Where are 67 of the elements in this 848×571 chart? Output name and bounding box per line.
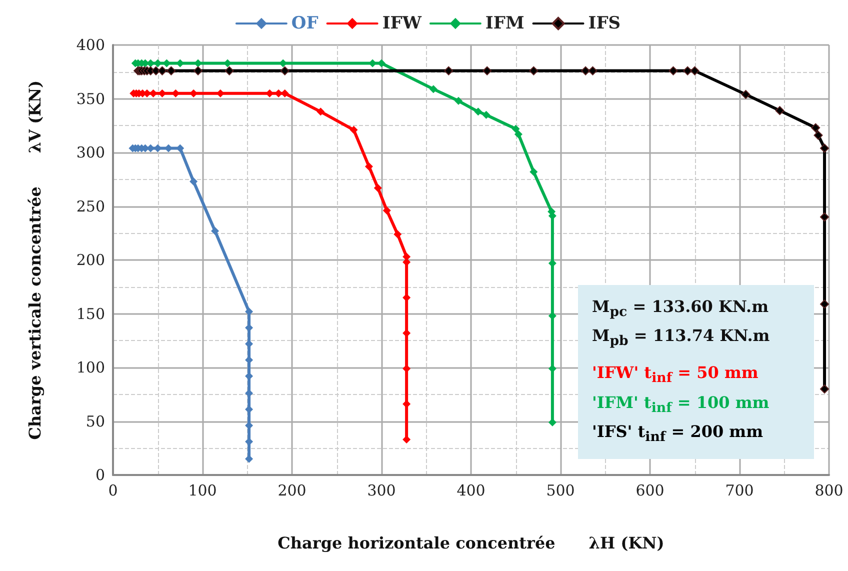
point	[741, 90, 750, 99]
annotation: 'IFW' t$_{inf}$ = 50 mm	[592, 362, 760, 389]
x-tick-label: 0	[108, 482, 118, 500]
legend-label: OF	[291, 14, 318, 34]
y-tick-label: 350	[76, 90, 105, 108]
point	[482, 66, 492, 76]
point	[394, 230, 402, 238]
legend-label: IFW	[382, 14, 422, 34]
x-tick-label: 100	[188, 482, 217, 500]
point	[316, 108, 325, 116]
point	[224, 66, 234, 76]
point	[378, 59, 386, 68]
x-tick-label: 600	[636, 482, 664, 500]
x-tick-label: 700	[725, 482, 754, 500]
point	[820, 144, 830, 153]
y-tick-label: 0	[95, 466, 105, 484]
point	[775, 106, 784, 116]
y-tick-label: 150	[76, 304, 105, 323]
legend-label: IFM	[485, 14, 524, 34]
annotation: M$_{pb}$ = 113.74 KN.m	[592, 325, 771, 352]
x-axis-title: Charge horizontale concentrée λH (KN)	[278, 534, 664, 552]
y-tick-label: 50	[86, 412, 105, 430]
point	[683, 66, 692, 76]
point	[429, 85, 438, 94]
point	[588, 66, 598, 76]
x-tick-label: 800	[814, 482, 844, 500]
legend-label: IFS	[588, 14, 621, 34]
point	[402, 436, 411, 444]
point	[350, 126, 358, 134]
x-tick-label: 200	[278, 482, 306, 500]
point	[512, 124, 520, 133]
point	[382, 206, 391, 215]
y-tick-label: 100	[76, 358, 105, 376]
point	[454, 96, 462, 105]
y-axis-title: Charge verticale concentrée λV (KN)	[26, 80, 44, 440]
annotation: M$_{pc}$ = 133.60 KN.m	[592, 296, 770, 322]
point	[581, 66, 590, 76]
point	[482, 110, 490, 119]
point	[514, 130, 522, 138]
y-tick-label: 200	[76, 251, 105, 269]
x-tick-label: 500	[546, 482, 575, 500]
point	[820, 300, 830, 309]
x-tick-label: 400	[456, 482, 486, 500]
point	[820, 212, 830, 222]
point	[529, 66, 538, 76]
point	[211, 226, 220, 235]
point	[374, 184, 382, 192]
point	[690, 66, 700, 76]
point	[444, 66, 454, 76]
point	[814, 130, 823, 140]
point	[190, 178, 198, 186]
point	[364, 162, 373, 170]
y-tick-label: 300	[76, 144, 105, 162]
point	[811, 123, 820, 132]
point	[668, 66, 678, 76]
y-tick-label: 250	[76, 197, 105, 216]
x-tick-label: 300	[367, 482, 396, 500]
annotation: 'IFS' t$_{inf}$ = 200 mm	[592, 420, 764, 447]
point	[194, 66, 203, 76]
point	[474, 108, 482, 116]
point	[158, 66, 167, 76]
point	[280, 66, 290, 76]
point	[166, 66, 176, 76]
annotation: 'IFM' t$_{inf}$ = 100 mm	[592, 392, 770, 418]
y-tick-label: 400	[76, 36, 105, 54]
point	[820, 384, 830, 394]
point	[530, 168, 538, 176]
